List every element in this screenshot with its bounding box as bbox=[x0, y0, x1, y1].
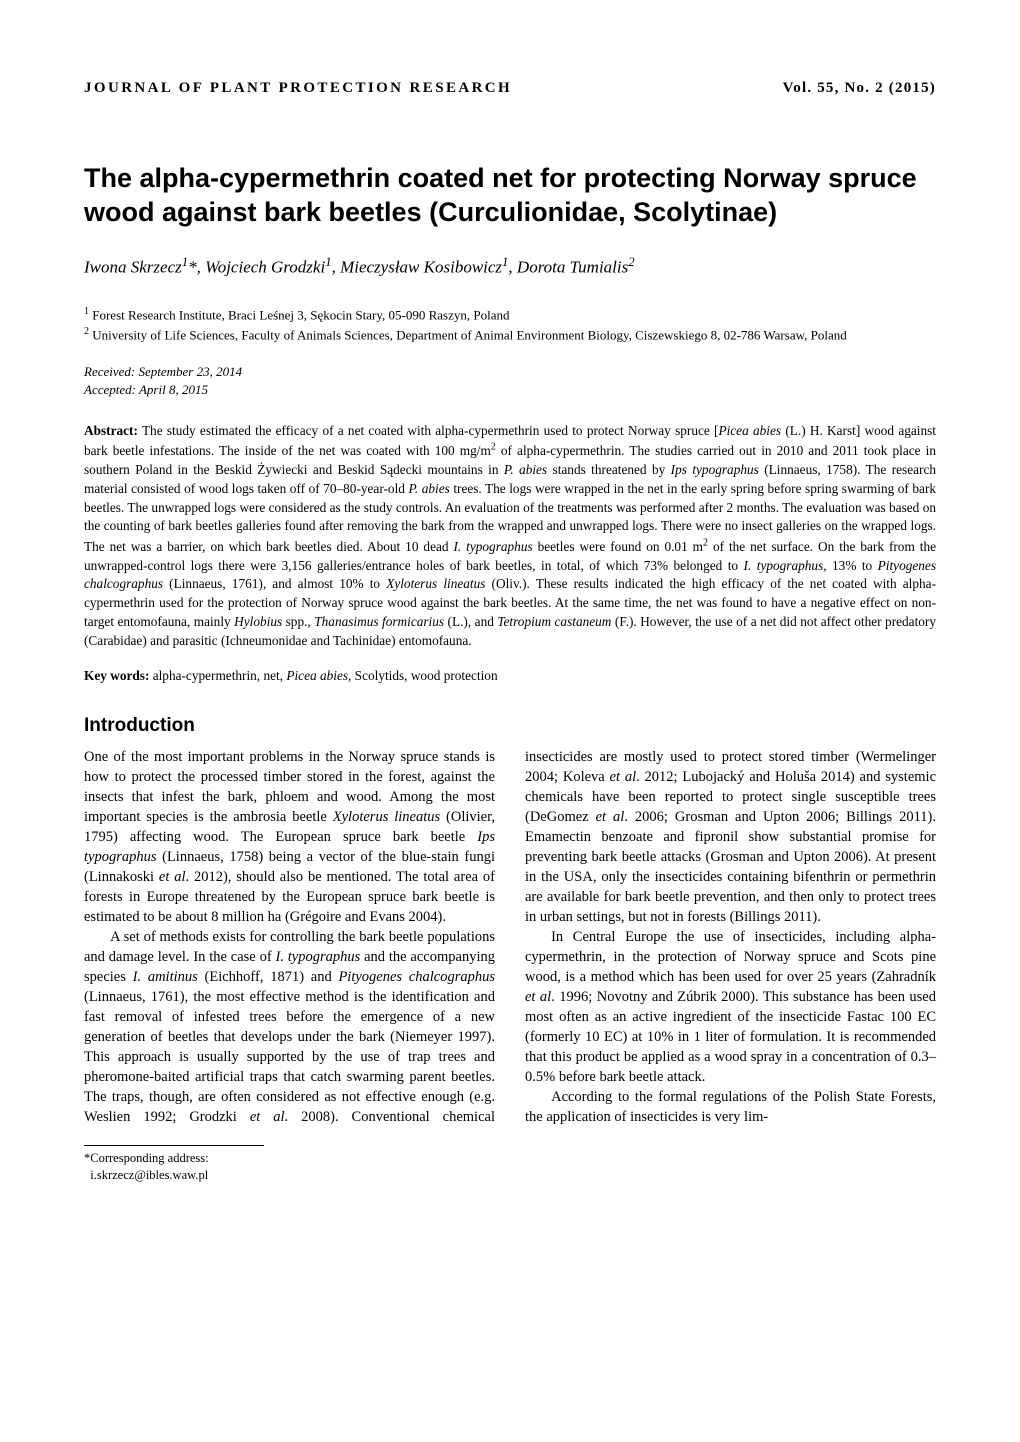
article-dates: Received: September 23, 2014 Accepted: A… bbox=[84, 363, 936, 399]
keywords-text: alpha-cypermethrin, net, Picea abies, Sc… bbox=[153, 668, 498, 683]
paragraph: In Central Europe the use of insecticide… bbox=[525, 927, 936, 1087]
corresponding-email: i.skrzecz@ibles.waw.pl bbox=[84, 1167, 936, 1185]
corresponding-footer: *Corresponding address: i.skrzecz@ibles.… bbox=[84, 1150, 936, 1185]
footer-divider bbox=[84, 1145, 264, 1146]
corresponding-label: *Corresponding address: bbox=[84, 1150, 936, 1168]
journal-name: JOURNAL OF PLANT PROTECTION RESEARCH bbox=[84, 78, 512, 99]
paragraph: According to the formal regulations of t… bbox=[525, 1087, 936, 1127]
abstract: Abstract: The study estimated the effica… bbox=[84, 422, 936, 651]
paragraph: One of the most important problems in th… bbox=[84, 747, 495, 927]
section-title-introduction: Introduction bbox=[84, 713, 936, 739]
affiliations: 1 Forest Research Institute, Braci Leśne… bbox=[84, 305, 936, 345]
body-text: One of the most important problems in th… bbox=[84, 747, 936, 1127]
article-title: The alpha-cypermethrin coated net for pr… bbox=[84, 161, 936, 230]
running-header: JOURNAL OF PLANT PROTECTION RESEARCH Vol… bbox=[84, 78, 936, 99]
authors: Iwona Skrzecz1*, Wojciech Grodzki1, Miec… bbox=[84, 254, 936, 279]
received-date: Received: September 23, 2014 bbox=[84, 363, 936, 381]
keywords: Key words: alpha-cypermethrin, net, Pice… bbox=[84, 667, 936, 685]
abstract-text: The study estimated the efficacy of a ne… bbox=[84, 423, 936, 648]
accepted-date: Accepted: April 8, 2015 bbox=[84, 381, 936, 399]
abstract-label: Abstract: bbox=[84, 423, 138, 438]
keywords-label: Key words: bbox=[84, 668, 149, 683]
volume-issue: Vol. 55, No. 2 (2015) bbox=[783, 78, 936, 99]
